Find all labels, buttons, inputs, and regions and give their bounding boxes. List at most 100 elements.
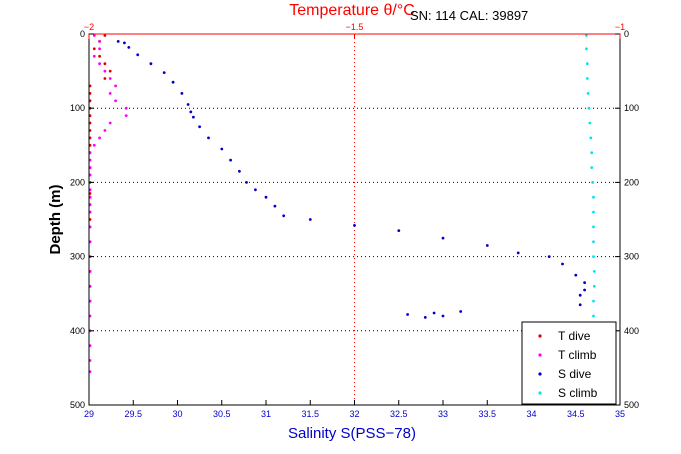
temperature-axis-title: Temperature θ/°C: [289, 2, 415, 19]
depth-tick-label-left: 500: [70, 400, 85, 410]
data-point-s-climb: [590, 151, 594, 155]
salinity-tick-label: 35: [615, 409, 625, 419]
data-point-s-dive: [459, 310, 463, 313]
data-point-s-dive: [238, 169, 241, 173]
data-point-s-dive: [516, 251, 520, 255]
salinity-tick-label: 32: [349, 409, 359, 419]
data-point-t-dive: [103, 62, 107, 66]
salinity-tick-label: 34: [526, 409, 536, 419]
data-point-t-dive: [103, 77, 107, 80]
legend-label: T climb: [558, 348, 597, 362]
data-point-t-climb: [108, 77, 112, 80]
data-point-s-dive: [123, 41, 126, 45]
data-point-t-dive: [103, 34, 107, 37]
series-s-dive: [116, 40, 586, 319]
depth-tick-label-right: 100: [624, 103, 639, 113]
data-point-s-dive: [397, 229, 401, 233]
depth-tick-label-left: 200: [70, 177, 85, 187]
data-point-s-climb: [585, 34, 588, 37]
grid-layer: [89, 34, 620, 405]
data-point-t-climb: [98, 136, 101, 140]
data-point-s-dive: [245, 181, 248, 184]
data-point-s-climb: [592, 210, 595, 214]
temperature-tick-label: −2: [84, 22, 94, 32]
data-point-s-climb: [586, 92, 590, 95]
data-point-s-dive: [198, 125, 202, 129]
data-point-s-dive: [423, 316, 427, 319]
data-point-s-dive: [578, 293, 582, 297]
data-point-t-climb: [92, 34, 96, 37]
depth-tick-label-left: 300: [70, 252, 85, 262]
data-point-t-climb: [103, 69, 107, 73]
data-point-s-climb: [590, 166, 594, 170]
legend-label: S climb: [558, 386, 598, 400]
data-point-s-dive: [254, 188, 257, 192]
data-point-s-dive: [432, 311, 436, 315]
data-point-s-climb: [592, 284, 596, 288]
data-layer: [88, 34, 596, 373]
legend-label: T dive: [558, 329, 591, 343]
data-point-t-dive: [92, 47, 96, 51]
data-point-t-climb: [108, 121, 112, 125]
data-point-s-dive: [192, 115, 195, 119]
data-point-s-dive: [116, 40, 120, 43]
data-point-s-dive: [485, 244, 489, 247]
depth-tick-label-left: 400: [70, 326, 85, 336]
salinity-tick-label: 32.5: [390, 409, 408, 419]
temperature-tick-label: −1.5: [346, 22, 364, 32]
depth-tick-label-right: 0: [624, 29, 629, 39]
data-point-s-dive: [189, 110, 193, 114]
data-point-t-climb: [124, 106, 128, 110]
legend-marker-t-dive: [538, 334, 542, 338]
series-s-climb: [585, 34, 596, 325]
data-point-t-dive: [98, 54, 101, 58]
data-point-t-climb: [92, 143, 96, 147]
data-point-s-dive: [229, 158, 233, 162]
salinity-axis-title: Salinity S(PSS−78): [288, 425, 416, 442]
data-point-s-climb: [588, 121, 592, 125]
data-point-s-dive: [583, 281, 586, 284]
depth-tick-label-right: 400: [624, 326, 639, 336]
data-point-s-dive: [578, 303, 582, 307]
data-point-s-dive: [186, 103, 190, 106]
data-point-t-climb: [124, 114, 128, 117]
salinity-tick-label: 29.5: [124, 409, 142, 419]
salinity-tick-label: 33.5: [478, 409, 496, 419]
data-point-t-climb: [114, 99, 117, 103]
data-point-s-climb: [585, 47, 588, 51]
data-point-t-climb: [114, 84, 117, 88]
salinity-tick-label: 31.5: [301, 409, 319, 419]
data-point-s-dive: [127, 46, 131, 49]
salinity-tick-label: 33: [438, 409, 448, 419]
depth-tick-label-left: 0: [80, 29, 85, 39]
data-point-s-climb: [592, 299, 595, 303]
data-point-s-dive: [207, 136, 210, 140]
data-point-s-climb: [585, 62, 589, 66]
data-point-s-dive: [162, 71, 166, 74]
data-point-t-climb: [98, 40, 101, 43]
legend-marker-s-climb: [538, 391, 542, 395]
legend-marker-t-climb: [538, 353, 542, 357]
data-point-s-dive: [441, 236, 445, 240]
legend-marker-s-dive: [538, 372, 542, 376]
salinity-tick-label: 30.5: [213, 409, 231, 419]
data-point-t-dive: [108, 69, 112, 73]
data-point-s-climb: [587, 106, 591, 110]
data-point-s-dive: [547, 255, 551, 258]
temperature-tick-label: −1: [615, 22, 625, 32]
data-point-s-climb: [592, 314, 595, 318]
data-point-t-climb: [108, 92, 112, 95]
data-point-s-dive: [264, 195, 268, 199]
data-point-s-dive: [561, 262, 564, 266]
data-point-s-dive: [273, 204, 277, 208]
data-point-s-dive: [583, 288, 586, 292]
data-point-s-climb: [592, 270, 596, 273]
data-point-s-climb: [592, 255, 595, 258]
data-point-s-dive: [308, 218, 312, 221]
data-point-s-dive: [282, 214, 286, 218]
serial-calibration-label: SN: 114 CAL: 39897: [410, 8, 528, 23]
salinity-tick-label: 29: [84, 409, 94, 419]
depth-tick-label-right: 300: [624, 252, 639, 262]
depth-axis-title: Depth (m): [47, 185, 64, 255]
